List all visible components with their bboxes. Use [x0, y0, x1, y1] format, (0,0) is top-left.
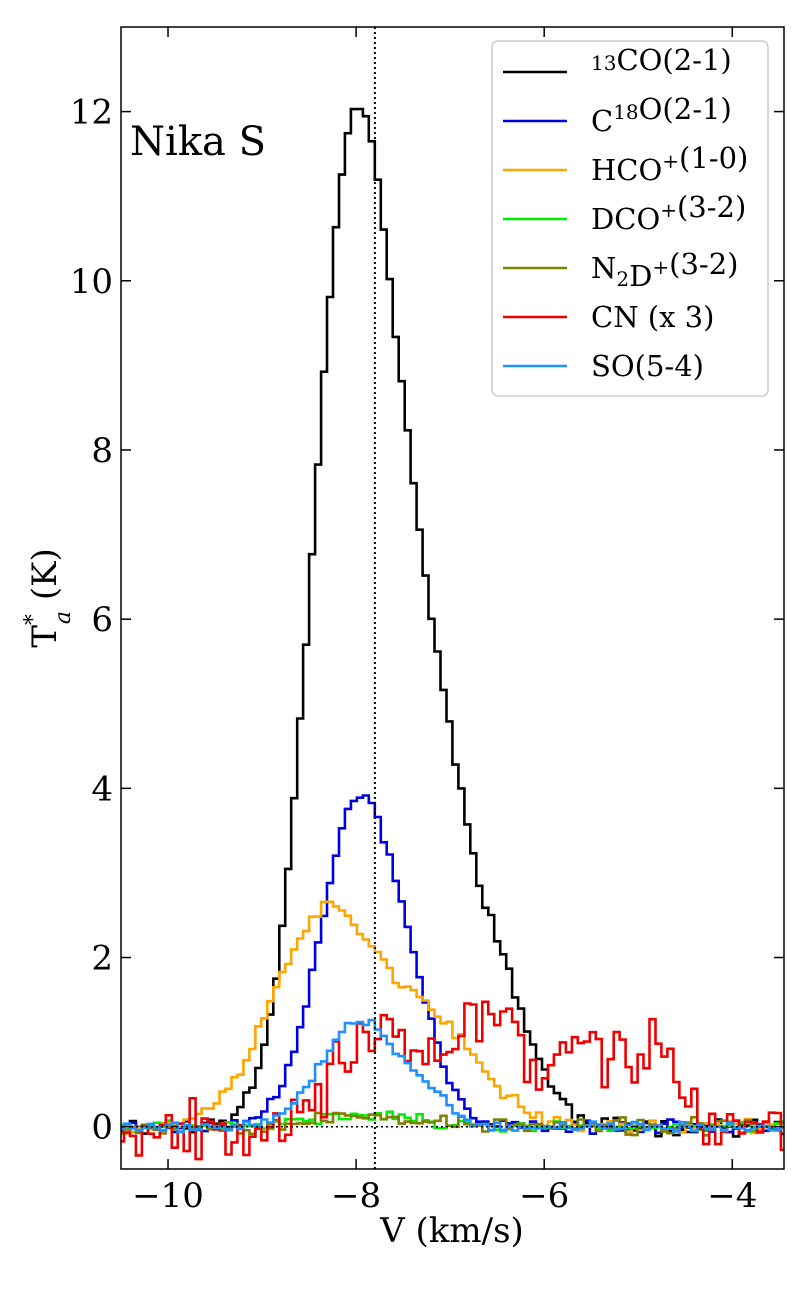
legend-entry: C18O(2-1) [591, 92, 732, 138]
legend-entry: CN (x 3) [591, 300, 714, 334]
legend-entry: 13CO(2-1) [591, 43, 732, 77]
y-tick-label: 12 [70, 93, 113, 133]
plot-frame [120, 26, 785, 1170]
y-tick-label: 0 [91, 1108, 113, 1148]
x-tick-label: −10 [132, 1176, 204, 1216]
y-tick-label: 6 [91, 600, 113, 640]
legend: 13CO(2-1) C18O(2-1)HCO+(1-0)DCO+(3-2) N2D+… [491, 40, 769, 397]
series-line-6 [121, 1018, 784, 1134]
legend-entry: HCO+(1-0) [591, 141, 748, 187]
y-tick-label: 10 [70, 262, 113, 302]
legend-box [491, 40, 769, 397]
y-tick-label: 8 [91, 431, 113, 471]
x-tick-label: −4 [707, 1176, 757, 1216]
chart-annotation: Nika S [130, 119, 266, 165]
reference-lines [121, 27, 784, 1169]
series-line-5 [121, 1000, 784, 1161]
legend-entry: SO(5-4) [591, 349, 704, 383]
tick-layer: −10 −8 −6 −4 0 2 4 6 8 10 12 [70, 27, 784, 1216]
y-tick-label: 2 [91, 939, 113, 979]
y-axis-label: T* a (K) [21, 548, 76, 648]
x-axis-label: V (km/s) [379, 1211, 524, 1251]
x-tick-label: −8 [331, 1176, 381, 1216]
y-tick-label: 4 [91, 769, 113, 809]
series-layer [121, 107, 784, 1161]
legend-entry: N2D+(3-2) [591, 247, 738, 293]
x-tick-label: −6 [519, 1176, 569, 1216]
legend-entry: DCO+(3-2) [591, 190, 746, 236]
